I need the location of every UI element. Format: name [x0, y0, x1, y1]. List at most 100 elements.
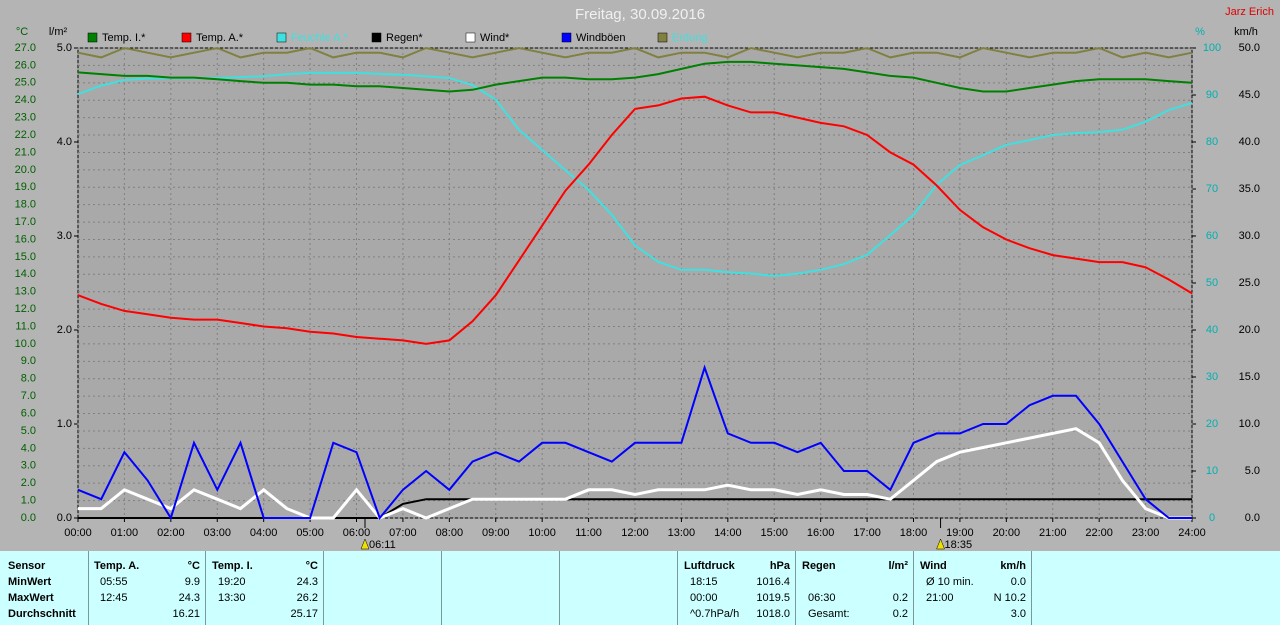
stat-value: 0.2: [892, 592, 908, 604]
y-tick-label: 20.0: [15, 164, 36, 176]
y3-tick-label: 40: [1206, 324, 1218, 336]
column-unit: °C: [187, 560, 200, 572]
y-tick-label: 2.0: [21, 477, 36, 489]
x-tick-label: 02:00: [157, 527, 185, 539]
series-line: [77, 71, 1193, 277]
y2-tick-label: 3.0: [57, 230, 72, 242]
legend-label: Temp. I.*: [102, 32, 146, 44]
y-tick-label: 3.0: [21, 460, 36, 472]
stat-value: 24.3: [296, 576, 318, 588]
series-line: [77, 95, 1193, 345]
y3-axis-unit: %: [1195, 26, 1205, 38]
stat-value: 0.2: [892, 608, 908, 620]
y4-tick-label: 30.0: [1239, 230, 1260, 242]
y-axis-unit: °C: [16, 26, 28, 38]
y-tick-label: 15.0: [15, 251, 36, 263]
y-tick-label: 18.0: [15, 199, 36, 211]
x-tick-label: 01:00: [111, 527, 139, 539]
x-tick-label: 03:00: [203, 527, 231, 539]
divider: [677, 551, 678, 625]
y3-tick-label: 90: [1206, 89, 1218, 101]
y4-tick-label: 5.0: [1245, 465, 1260, 477]
column-header: Temp. A.: [94, 560, 140, 572]
y-tick-label: 4.0: [21, 442, 36, 454]
x-tick-label: 18:00: [900, 527, 928, 539]
y3-tick-label: 80: [1206, 136, 1218, 148]
x-tick-label: 07:00: [389, 527, 417, 539]
legend-label: Erdung: [672, 32, 707, 44]
legend-label: Regen*: [386, 32, 423, 44]
y-tick-label: 23.0: [15, 112, 36, 124]
stat-time: 19:20: [218, 576, 246, 588]
x-tick-label: 00:00: [64, 527, 92, 539]
sun-icon: [936, 538, 945, 550]
y-tick-label: 7.0: [21, 390, 36, 402]
column-header: Wind: [920, 560, 947, 572]
x-tick-label: 14:00: [714, 527, 742, 539]
column-header: Luftdruck: [684, 560, 735, 572]
divider: [559, 551, 560, 625]
y-tick-label: 25.0: [15, 77, 36, 89]
y4-tick-label: 50.0: [1239, 42, 1260, 54]
y4-tick-label: 40.0: [1239, 136, 1260, 148]
y4-tick-label: 15.0: [1239, 371, 1260, 383]
y-tick-label: 0.0: [21, 512, 36, 524]
stat-value: N 10.2: [993, 592, 1026, 604]
legend-swatch: [181, 32, 192, 43]
y4-tick-label: 0.0: [1245, 512, 1260, 524]
x-tick-label: 09:00: [482, 527, 510, 539]
stat-time: Ø 10 min.: [926, 576, 974, 588]
x-tick-label: 13:00: [668, 527, 696, 539]
y3-tick-label: 20: [1206, 418, 1218, 430]
y3-tick-label: 30: [1206, 371, 1218, 383]
column-unit: °C: [305, 560, 318, 572]
stat-time: ^0.7hPa/h: [690, 608, 740, 620]
x-tick-label: 11:00: [575, 527, 602, 539]
y-tick-label: 5.0: [21, 425, 36, 437]
column-unit: hPa: [769, 560, 790, 572]
row-label: Sensor: [8, 560, 46, 572]
x-tick-label: 23:00: [1132, 527, 1160, 539]
legend-swatch: [87, 32, 98, 43]
column-header: Temp. I.: [212, 560, 253, 572]
divider: [913, 551, 914, 625]
y4-tick-label: 45.0: [1239, 89, 1260, 101]
y-tick-label: 21.0: [15, 146, 36, 158]
legend-label: Windböen: [576, 32, 626, 44]
row-label: MaxWert: [8, 592, 54, 604]
legend-swatch: [657, 32, 668, 43]
x-tick-label: 21:00: [1039, 527, 1067, 539]
stat-time: 13:30: [218, 592, 246, 604]
y-tick-label: 12.0: [15, 303, 36, 315]
divider: [88, 551, 89, 625]
x-tick-label: 12:00: [621, 527, 649, 539]
x-tick-label: 22:00: [1085, 527, 1113, 539]
y-tick-label: 11.0: [15, 320, 36, 332]
y4-axis-unit: km/h: [1234, 26, 1258, 38]
divider: [205, 551, 206, 625]
x-tick-label: 15:00: [760, 527, 788, 539]
x-tick-label: 08:00: [436, 527, 464, 539]
divider: [441, 551, 442, 625]
y3-tick-label: 70: [1206, 183, 1218, 195]
legend-swatch: [561, 32, 572, 43]
y-tick-label: 9.0: [21, 355, 36, 367]
y4-tick-label: 20.0: [1239, 324, 1260, 336]
y4-tick-label: 35.0: [1239, 183, 1260, 195]
legend-label: Temp. A.*: [196, 32, 244, 44]
y2-axis-unit: l/m²: [49, 26, 68, 38]
stat-time: 12:45: [100, 592, 128, 604]
divider: [323, 551, 324, 625]
legend-swatch: [465, 32, 476, 43]
y4-tick-label: 10.0: [1239, 418, 1260, 430]
column-unit: l/m²: [888, 560, 908, 572]
legend-label: Wind*: [480, 32, 510, 44]
y-tick-label: 16.0: [15, 233, 36, 245]
stat-time: Gesamt:: [808, 608, 850, 620]
row-label: MinWert: [8, 576, 52, 588]
chart-title: Freitag, 30.09.2016: [575, 6, 705, 23]
chart: Freitag, 30.09.2016 Jarz Erich °C l/m² %…: [14, 5, 1274, 551]
y3-tick-label: 0: [1209, 512, 1215, 524]
divider: [795, 551, 796, 625]
